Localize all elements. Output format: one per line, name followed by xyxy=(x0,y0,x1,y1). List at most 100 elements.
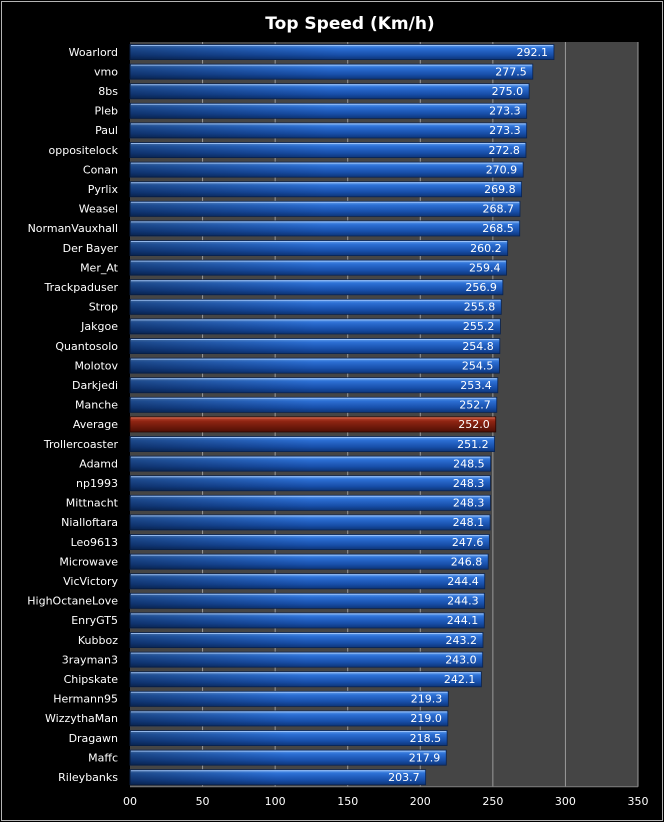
bar xyxy=(129,671,482,688)
value-label: 260.2 xyxy=(470,242,502,255)
x-tick-label: 00 xyxy=(123,795,137,808)
category-label: Pyrlix xyxy=(88,183,119,196)
bar xyxy=(129,553,489,570)
bar-shade xyxy=(130,475,491,491)
bar xyxy=(129,749,447,766)
category-label: Strop xyxy=(89,301,118,314)
category-label: NormanVauxhall xyxy=(28,222,118,235)
bar-shade xyxy=(130,44,554,60)
value-label: 246.8 xyxy=(451,555,483,568)
category-label: Manche xyxy=(75,399,118,412)
bar xyxy=(129,632,484,649)
bar xyxy=(129,318,501,335)
category-label: HighOctaneLove xyxy=(27,595,118,608)
bar-shade xyxy=(130,299,502,315)
bar-shade xyxy=(130,769,426,785)
value-label: 219.0 xyxy=(410,712,442,725)
bar xyxy=(129,592,485,609)
bar-shade xyxy=(130,671,482,687)
bar xyxy=(129,338,501,355)
category-label: Nialloftara xyxy=(61,516,118,529)
bar xyxy=(129,730,448,747)
bar xyxy=(129,83,530,100)
bar-shade xyxy=(130,122,527,138)
value-label: 244.4 xyxy=(447,575,479,588)
bar xyxy=(129,710,449,727)
category-label: Kubboz xyxy=(78,634,118,647)
bar-shade xyxy=(130,495,491,511)
value-label: 268.5 xyxy=(482,222,514,235)
bar xyxy=(129,612,485,629)
bar-shade xyxy=(130,456,491,472)
category-label: Woarlord xyxy=(69,46,118,59)
category-label: Microwave xyxy=(59,555,118,568)
value-label: 269.8 xyxy=(484,183,516,196)
category-label: Darkjedi xyxy=(72,379,118,392)
value-label: 254.8 xyxy=(462,340,494,353)
bar xyxy=(129,534,490,551)
value-label: 255.2 xyxy=(463,320,495,333)
value-label: 272.8 xyxy=(488,144,520,157)
category-label: 8bs xyxy=(98,85,118,98)
x-tick-label: 200 xyxy=(410,795,431,808)
bar xyxy=(129,436,495,453)
value-label: 248.3 xyxy=(453,477,485,490)
bar-shade xyxy=(130,691,449,707)
bar xyxy=(129,377,499,394)
category-label: VicVictory xyxy=(63,575,118,588)
value-label: 275.0 xyxy=(492,85,524,98)
category-label: Trollercoaster xyxy=(43,438,119,451)
category-label: Weasel xyxy=(79,203,118,216)
bar xyxy=(129,220,521,237)
bar-shade xyxy=(130,436,495,452)
x-tick-label: 50 xyxy=(196,795,210,808)
x-tick-label: 350 xyxy=(628,795,649,808)
bar xyxy=(129,455,492,472)
category-label: Rileybanks xyxy=(58,771,118,784)
category-label: Conan xyxy=(83,163,118,176)
value-label: 242.1 xyxy=(444,673,476,686)
bar xyxy=(129,298,502,315)
value-label: 244.3 xyxy=(447,595,479,608)
bar-average xyxy=(129,416,497,433)
bar-shade xyxy=(130,612,485,628)
bar-shade xyxy=(130,514,491,530)
bar xyxy=(129,651,484,668)
category-label: vmo xyxy=(94,65,118,78)
category-label: np1993 xyxy=(76,477,118,490)
value-label: 292.1 xyxy=(516,46,548,59)
x-tick-label: 250 xyxy=(482,795,503,808)
bar-shade xyxy=(130,730,448,746)
category-label: Hermann95 xyxy=(53,693,118,706)
bar xyxy=(129,690,449,707)
bar xyxy=(129,514,491,531)
bar-shade xyxy=(130,64,533,80)
category-label: WizzythaMan xyxy=(45,712,118,725)
category-label: Leo9613 xyxy=(71,536,118,549)
category-label: EnryGT5 xyxy=(71,614,118,627)
bars xyxy=(129,44,555,786)
category-label: Jakgoe xyxy=(80,320,118,333)
x-tick-label: 100 xyxy=(265,795,286,808)
bar xyxy=(129,279,504,296)
category-label: Adamd xyxy=(79,457,118,470)
bar xyxy=(129,769,427,786)
bar-shade xyxy=(130,318,501,334)
value-label: 217.9 xyxy=(409,751,441,764)
bar-shade xyxy=(130,358,500,374)
category-label: Paul xyxy=(95,124,118,137)
value-label: 254.5 xyxy=(462,359,494,372)
category-label: 3rayman3 xyxy=(62,653,118,666)
value-label: 273.3 xyxy=(489,105,521,118)
category-label: Trackpaduser xyxy=(44,281,119,294)
value-label: 256.9 xyxy=(465,281,497,294)
bar-shade xyxy=(130,162,524,178)
value-label: 259.4 xyxy=(469,261,501,274)
category-label: Der Bayer xyxy=(63,242,119,255)
category-label: Pleb xyxy=(95,105,118,118)
category-label: Chipskate xyxy=(64,673,119,686)
value-label: 277.5 xyxy=(495,65,527,78)
value-label: 243.0 xyxy=(445,653,477,666)
